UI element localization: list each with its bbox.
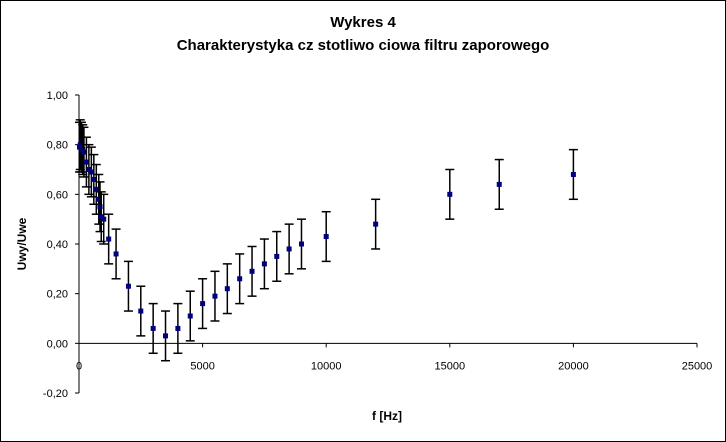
- data-marker: [91, 176, 97, 182]
- data-point: [161, 310, 171, 362]
- data-point: [272, 230, 282, 282]
- data-point: [222, 263, 232, 315]
- data-marker: [323, 234, 329, 240]
- data-point: [259, 238, 269, 290]
- data-marker: [83, 159, 89, 165]
- data-marker: [88, 169, 94, 175]
- data-point: [148, 302, 158, 355]
- chart-title: Wykres 4: [330, 14, 396, 31]
- data-point: [95, 181, 105, 233]
- data-marker: [113, 251, 119, 257]
- data-point: [568, 148, 578, 201]
- data-marker: [249, 268, 255, 274]
- data-marker: [97, 204, 103, 210]
- chart-subtitle: Charakterystyka cz stotliwo ciowa filtru…: [176, 37, 550, 54]
- data-point: [371, 198, 381, 250]
- data-marker: [261, 261, 267, 267]
- data-marker: [150, 325, 156, 331]
- data-point: [494, 158, 504, 210]
- data-point: [173, 302, 183, 355]
- data-marker: [570, 171, 576, 177]
- x-tick-label: 15000: [435, 360, 466, 372]
- y-tick-label: 0,00: [47, 338, 68, 350]
- data-marker: [163, 333, 169, 339]
- x-tick-label: 5000: [190, 360, 214, 372]
- x-tick-label: 0: [76, 360, 82, 372]
- data-marker: [274, 253, 280, 259]
- y-tick-label: -0,20: [43, 388, 68, 400]
- data-point: [99, 193, 109, 245]
- data-marker: [175, 325, 181, 331]
- data-marker: [237, 276, 243, 282]
- x-tick-label: 10000: [311, 360, 342, 372]
- data-point: [247, 245, 257, 297]
- data-point: [296, 218, 306, 270]
- data-point: [123, 260, 133, 312]
- data-marker: [212, 293, 218, 299]
- data-marker: [93, 186, 99, 192]
- data-point: [104, 213, 114, 265]
- data-point: [235, 253, 245, 305]
- data-point: [445, 168, 455, 220]
- y-tick-label: 0,60: [47, 189, 68, 201]
- data-marker: [125, 283, 131, 289]
- data-marker: [138, 308, 144, 314]
- data-point: [185, 290, 195, 342]
- x-tick-label: 20000: [558, 360, 589, 372]
- data-point: [136, 285, 146, 337]
- data-point: [111, 228, 121, 280]
- y-tick-label: 0,80: [47, 140, 68, 152]
- data-point: [86, 146, 96, 198]
- x-tick-label: 25000: [682, 360, 713, 372]
- y-axis-title: Uwy/Uwe: [15, 217, 29, 270]
- data-series: [74, 119, 578, 362]
- data-point: [284, 223, 294, 275]
- data-point: [321, 210, 331, 263]
- data-marker: [224, 286, 230, 292]
- data-marker: [200, 301, 206, 307]
- data-point: [210, 270, 220, 322]
- data-point: [198, 278, 208, 330]
- data-marker: [96, 196, 102, 202]
- data-marker: [106, 236, 112, 242]
- data-marker: [447, 191, 453, 197]
- x-axis-title: f [Hz]: [372, 409, 402, 423]
- data-marker: [81, 149, 87, 155]
- data-marker: [298, 241, 304, 247]
- axes: -0,20 0,00 0,20 0,40 0,60 0,80 1,00 0 5000 10000 1…: [43, 90, 712, 400]
- y-tick-label: 0,40: [47, 239, 68, 251]
- data-marker: [286, 246, 292, 252]
- data-marker: [496, 181, 502, 187]
- data-marker: [373, 221, 379, 227]
- y-tick-label: 0,20: [47, 289, 68, 301]
- data-marker: [101, 216, 107, 222]
- data-marker: [187, 313, 193, 319]
- y-tick-label: 1,00: [47, 90, 68, 102]
